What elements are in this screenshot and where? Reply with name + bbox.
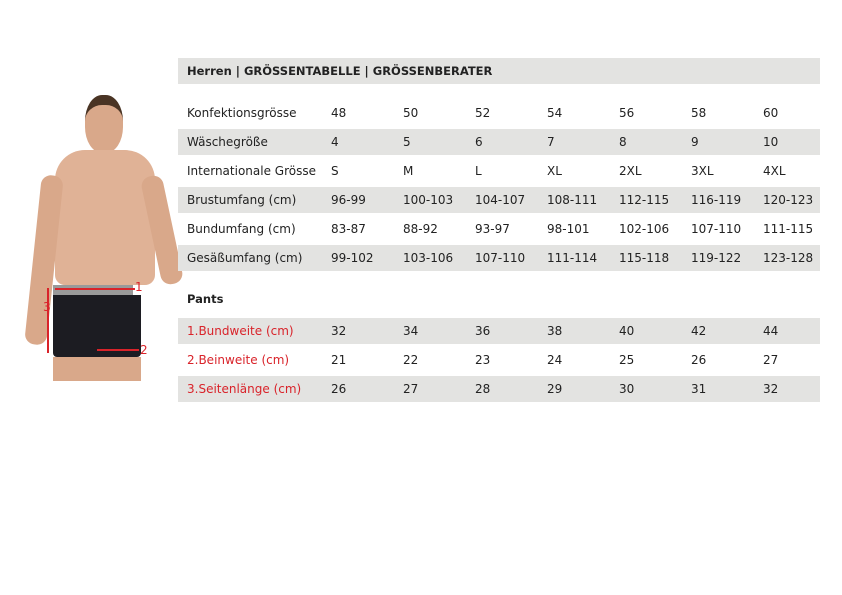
table-row: Konfektionsgrösse 48 50 52 54 56 58 60 [178,100,820,126]
table-cell: 4XL [763,164,786,178]
table-cell: 36 [475,324,491,338]
table-cell: 102-106 [619,222,670,236]
table-cell: 100-103 [403,193,454,207]
table-cell: 42 [691,324,707,338]
table-cell: 29 [547,382,563,396]
row-label: 1.Bundweite (cm) [187,324,294,338]
table-row: Internationale Grösse S M L XL 2XL 3XL 4XL [178,158,820,184]
table-cell: 21 [331,353,347,367]
marker-3: 3 [43,300,51,314]
table-row: 3.Seitenlänge (cm) 26 27 28 29 30 31 32 [178,376,820,402]
table-cell: 99-102 [331,251,374,265]
table-cell: 6 [475,135,483,149]
table-cell: 28 [475,382,491,396]
row-label: Brustumfang (cm) [187,193,297,207]
table-cell: 58 [691,106,707,120]
table-cell: 25 [619,353,635,367]
table-cell: 26 [331,382,347,396]
torso [55,150,155,285]
row-label: Bundumfang (cm) [187,222,296,236]
table-cell: 48 [331,106,347,120]
table-cell: 40 [619,324,635,338]
table-cell: 23 [475,353,491,367]
table-cell: 108-111 [547,193,598,207]
table-cell: 116-119 [691,193,742,207]
table-cell: 26 [691,353,707,367]
table-cell: 111-115 [763,222,814,236]
table-cell: 8 [619,135,627,149]
table-cell: 27 [763,353,779,367]
measure-line-2 [97,349,139,351]
table-row: Bundumfang (cm) 83-87 88-92 93-97 98-101 102-… [178,216,820,242]
table-cell: 119-122 [691,251,742,265]
table-cell: 38 [547,324,563,338]
table-cell: 104-107 [475,193,526,207]
table-row: 1.Bundweite (cm) 32 34 36 38 40 42 44 [178,318,820,344]
table-cell: 52 [475,106,491,120]
boxer-shorts [53,295,141,357]
row-label: 3.Seitenlänge (cm) [187,382,302,396]
table-cell: 54 [547,106,563,120]
table-cell: 4 [331,135,339,149]
table-cell: 60 [763,106,779,120]
legs [53,357,141,381]
table-cell: 56 [619,106,635,120]
table-cell: 27 [403,382,419,396]
table-row: Wäschegröße 4 5 6 7 8 9 10 [178,129,820,155]
table-cell: M [403,164,414,178]
table-cell: S [331,164,339,178]
table-cell: 10 [763,135,779,149]
row-label: Internationale Grösse [187,164,316,178]
table-cell: 123-128 [763,251,814,265]
table-cell: 96-99 [331,193,366,207]
table-cell: 107-110 [691,222,742,236]
table-cell: 9 [691,135,699,149]
head [85,95,123,153]
pants-title: Pants [187,292,224,306]
table-row: Gesäßumfang (cm) 99-102 103-106 107-110 111-… [178,245,820,271]
row-label: Gesäßumfang (cm) [187,251,303,265]
header-bar: Herren | GRÖSSENTABELLE | GRÖSSENBERATER [178,58,820,84]
table-cell: 111-114 [547,251,598,265]
table-cell: 30 [619,382,635,396]
table-cell: 112-115 [619,193,670,207]
table-cell: 5 [403,135,411,149]
row-label: Wäschegröße [187,135,268,149]
table-cell: 107-110 [475,251,526,265]
table-cell: 32 [331,324,347,338]
table-cell: 44 [763,324,779,338]
table-cell: 34 [403,324,419,338]
table-cell: 103-106 [403,251,454,265]
table-row: 2.Beinweite (cm) 21 22 23 24 25 26 27 [178,347,820,373]
table-cell: 88-92 [403,222,438,236]
marker-1: 1 [135,280,143,294]
table-row: Brustumfang (cm) 96-99 100-103 104-107 108-1… [178,187,820,213]
model-figure: 1 2 3 [24,90,185,385]
table-cell: 98-101 [547,222,590,236]
table-cell: 120-123 [763,193,814,207]
table-cell: 31 [691,382,707,396]
table-cell: 24 [547,353,563,367]
table-cell: 115-118 [619,251,670,265]
table-cell: 93-97 [475,222,510,236]
measure-line-3 [47,288,49,353]
marker-2: 2 [140,343,148,357]
table-cell: 50 [403,106,419,120]
table-cell: 32 [763,382,779,396]
table-cell: 7 [547,135,555,149]
table-cell: 22 [403,353,419,367]
table-cell: L [475,164,482,178]
table-cell: 2XL [619,164,642,178]
table-cell: 83-87 [331,222,366,236]
measure-line-1 [55,288,135,290]
waistband [53,285,133,295]
table-cell: XL [547,164,562,178]
row-label: Konfektionsgrösse [187,106,297,120]
row-label: 2.Beinweite (cm) [187,353,290,367]
table-cell: 3XL [691,164,714,178]
